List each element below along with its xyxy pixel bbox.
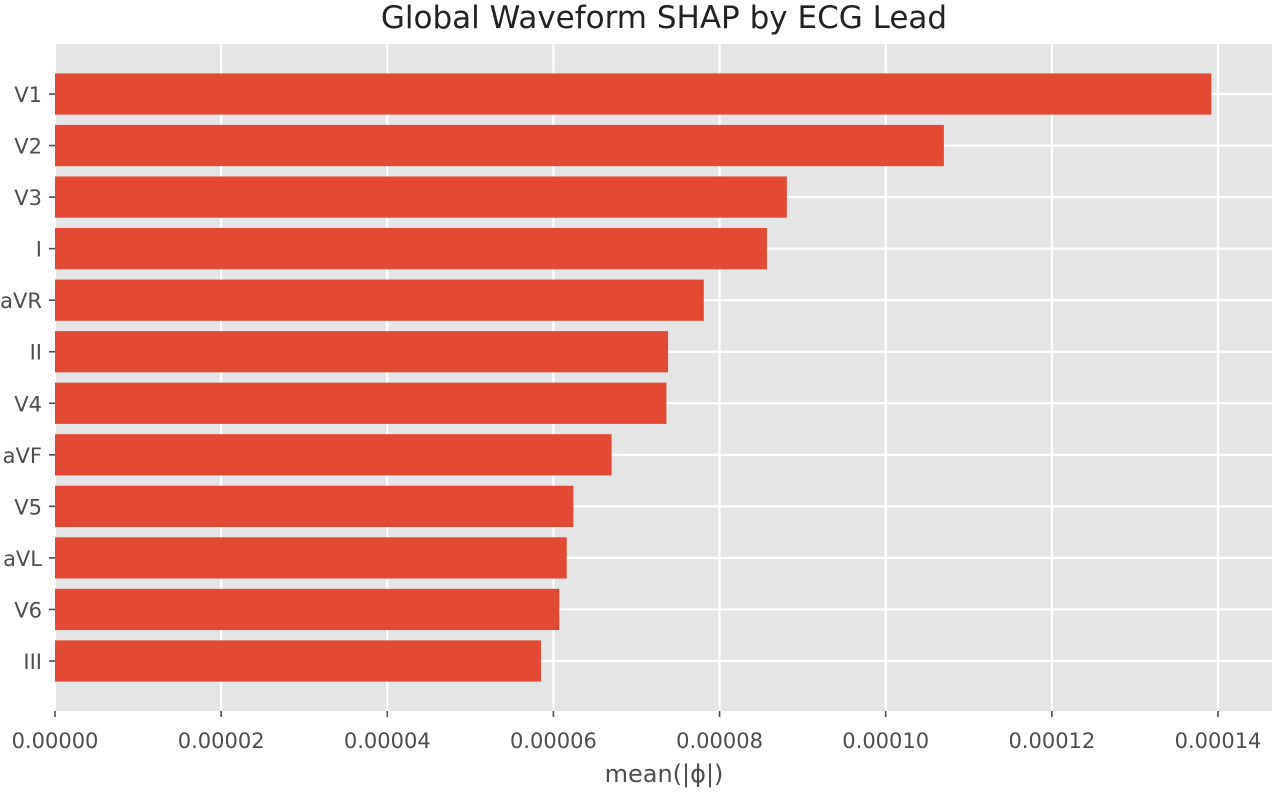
x-axis-label: mean(|ϕ|) [605, 760, 724, 788]
bar-ii [55, 331, 669, 373]
chart-title: Global Waveform SHAP by ECG Lead [381, 0, 947, 36]
x-tick-label: 0.00006 [510, 729, 597, 753]
x-tick-label: 0.00008 [676, 729, 763, 753]
y-tick-label: III [23, 650, 42, 674]
y-tick-label: aVF [3, 444, 42, 468]
y-tick-label: V2 [14, 135, 42, 159]
y-tick-label: V6 [14, 598, 42, 622]
x-tick-label: 0.00010 [842, 729, 929, 753]
x-tick-label: 0.00000 [12, 729, 99, 753]
x-axis: 0.00000 0.00002 0.00004 0.00006 0.00008 0.000… [12, 711, 1262, 753]
x-tick-label: 0.00002 [178, 729, 265, 753]
bar-avl [55, 537, 567, 579]
y-tick-label: V5 [14, 495, 42, 519]
bar-v2 [55, 124, 944, 167]
y-tick-label: V3 [14, 186, 42, 210]
bar-avr [55, 279, 704, 321]
y-tick-label: II [30, 341, 42, 365]
y-tick-label: I [36, 238, 42, 262]
y-tick-label: V4 [14, 392, 42, 416]
bar-iii [55, 640, 541, 682]
y-tick-label: V1 [14, 83, 42, 107]
y-tick-label: aVR [0, 289, 42, 313]
bar-v3 [55, 176, 787, 218]
bar-i [55, 228, 767, 270]
x-tick-label: 0.00004 [344, 729, 431, 753]
bar-v1 [55, 73, 1212, 115]
x-tick-label: 0.00012 [1008, 729, 1095, 753]
bar-avf [55, 434, 612, 476]
bar-v6 [55, 588, 560, 631]
bar-v4 [55, 382, 667, 424]
x-tick-label: 0.00014 [1175, 729, 1262, 753]
bars [55, 73, 1212, 682]
y-tick-label: aVL [3, 547, 42, 571]
bar-v5 [55, 485, 574, 527]
